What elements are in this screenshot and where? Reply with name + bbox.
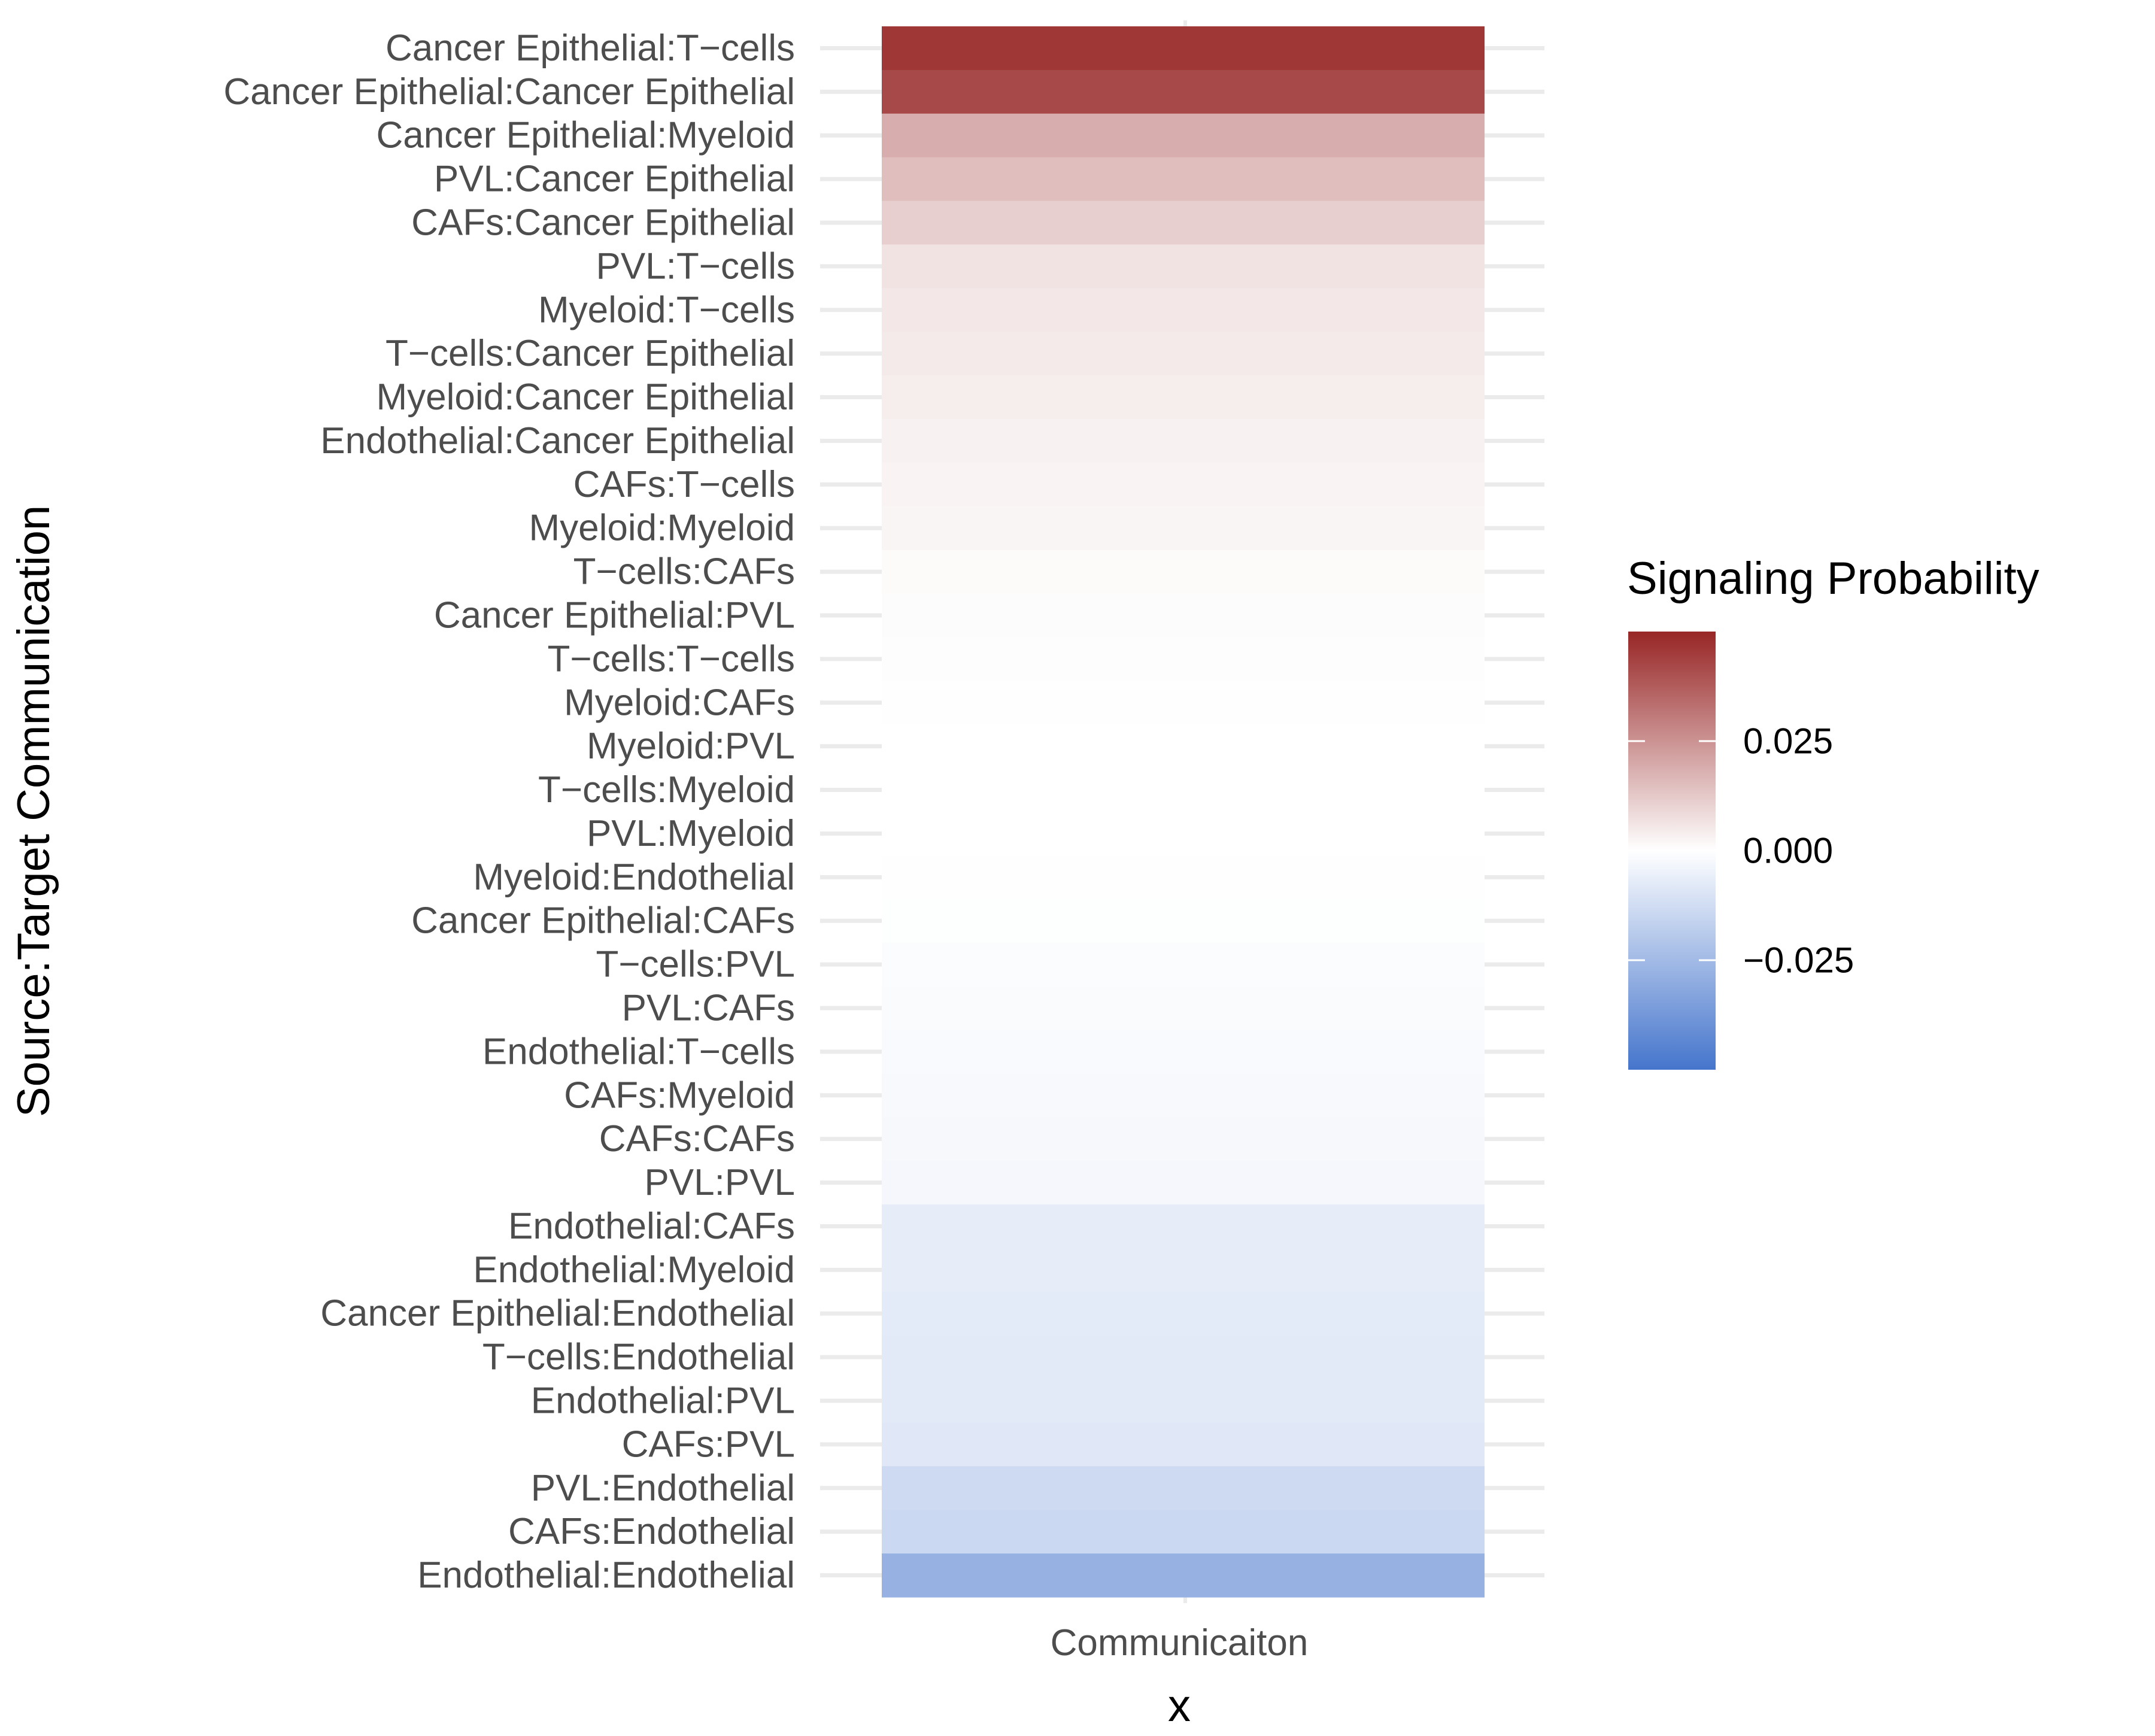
y-tick-label: Myeloid:Endothelial: [473, 857, 795, 898]
heatmap-cell: [882, 899, 1485, 943]
y-axis-title: Source:Target Communication: [8, 505, 59, 1117]
heatmap-cell: [882, 550, 1485, 594]
y-tick-label: PVL:Myeloid: [587, 813, 795, 854]
y-tick-label: T−cells:Endothelial: [482, 1337, 795, 1378]
heatmap-cell: [882, 1204, 1485, 1249]
heatmap-cell: [882, 812, 1485, 856]
y-tick-label: Myeloid:PVL: [587, 726, 795, 767]
heatmap-cell: [882, 681, 1485, 725]
heatmap-cell: [882, 986, 1485, 1031]
y-tick-label: Cancer Epithelial:CAFs: [411, 900, 795, 942]
heatmap-cell: [882, 1073, 1485, 1118]
x-tick-label: Communicaiton: [1051, 1622, 1309, 1664]
y-tick-label: T−cells:Cancer Epithelial: [386, 333, 795, 374]
y-tick-label: CAFs:PVL: [622, 1424, 795, 1465]
y-tick-label: Myeloid:CAFs: [564, 682, 795, 723]
y-tick-label: T−cells:CAFs: [573, 551, 795, 593]
heatmap-cell: [882, 1161, 1485, 1205]
y-tick-label: Endothelial:T−cells: [482, 1031, 795, 1072]
y-tick-label: CAFs:Myeloid: [564, 1075, 795, 1116]
heatmap-cell: [882, 1510, 1485, 1554]
y-tick-label: Myeloid:T−cells: [538, 289, 795, 330]
y-tick-label: Endothelial:Myeloid: [473, 1249, 795, 1291]
heatmap-cell: [882, 855, 1485, 900]
heatmap-cell: [882, 375, 1485, 420]
heatmap-cell: [882, 419, 1485, 463]
legend-tick-label: 0.025: [1743, 721, 1833, 761]
y-tick-label: CAFs:Cancer Epithelial: [411, 202, 795, 244]
heatmap-cell: [882, 1030, 1485, 1074]
heatmap-cell: [882, 1466, 1485, 1510]
heatmap-cell: [882, 506, 1485, 551]
heatmap-cell: [882, 69, 1485, 114]
y-tick-label: PVL:PVL: [644, 1162, 795, 1203]
heatmap-cell: [882, 1335, 1485, 1380]
y-tick-label: Cancer Epithelial:Endothelial: [320, 1293, 795, 1334]
heatmap-cell: [882, 288, 1485, 332]
heatmap-cell: [882, 768, 1485, 812]
heatmap-cell: [882, 1379, 1485, 1424]
y-tick-label: CAFs:CAFs: [599, 1118, 795, 1160]
y-tick-label: PVL:CAFs: [622, 988, 795, 1029]
y-tick-label: Cancer Epithelial:Cancer Epithelial: [223, 71, 795, 113]
heatmap-cell: [882, 724, 1485, 769]
heatmap-cell: [882, 332, 1485, 376]
y-tick-label: PVL:Endothelial: [531, 1467, 795, 1509]
heatmap-cell: [882, 1248, 1485, 1292]
y-tick-label: Endothelial:Endothelial: [417, 1555, 795, 1596]
heatmap-cell: [882, 942, 1485, 987]
y-tick-label: Cancer Epithelial:PVL: [434, 595, 795, 636]
y-tick-label: T−cells:PVL: [596, 944, 795, 985]
legend-tick-label: −0.025: [1743, 940, 1854, 981]
legend-tick-label: 0.000: [1743, 831, 1833, 871]
heatmap-cell: [882, 157, 1485, 202]
heatmap-cell: [882, 1553, 1485, 1598]
y-tick-label: CAFs:T−cells: [573, 464, 795, 505]
heatmap-cell: [882, 244, 1485, 289]
heatmap-cell: [882, 113, 1485, 158]
y-tick-label: Myeloid:Myeloid: [529, 508, 795, 549]
heatmap-cell: [882, 26, 1485, 71]
y-tick-label: Endothelial:PVL: [531, 1380, 795, 1422]
color-legend: Signaling Probability 0.025 0.000 −0.025: [1627, 553, 2039, 1070]
heatmap-cell: [882, 1422, 1485, 1467]
legend-ticks: 0.025 0.000 −0.025: [1628, 721, 1854, 981]
y-tick-label: Endothelial:Cancer Epithelial: [320, 420, 795, 462]
y-tick-label: PVL:Cancer Epithelial: [434, 159, 795, 200]
heatmap-cell: [882, 1117, 1485, 1161]
legend-title: Signaling Probability: [1627, 553, 2039, 604]
y-tick-label: Cancer Epithelial:T−cells: [386, 28, 795, 69]
y-tick-label: Cancer Epithelial:Myeloid: [376, 115, 795, 156]
y-tick-label: Endothelial:CAFs: [508, 1206, 795, 1247]
heatmap-cell: [882, 1291, 1485, 1336]
heatmap-cells: [882, 26, 1485, 1598]
heatmap-cell: [882, 201, 1485, 245]
heatmap-cell: [882, 593, 1485, 638]
y-tick-label: Myeloid:Cancer Epithelial: [376, 377, 795, 418]
y-tick-label: T−cells:T−cells: [548, 638, 795, 679]
heatmap-cell: [882, 462, 1485, 507]
y-tick-label: PVL:T−cells: [596, 245, 795, 287]
x-axis-title: x: [1168, 1680, 1191, 1731]
y-tick-label: T−cells:Myeloid: [538, 769, 795, 811]
heatmap-cell: [882, 637, 1485, 681]
y-tick-label: CAFs:Endothelial: [508, 1511, 795, 1552]
